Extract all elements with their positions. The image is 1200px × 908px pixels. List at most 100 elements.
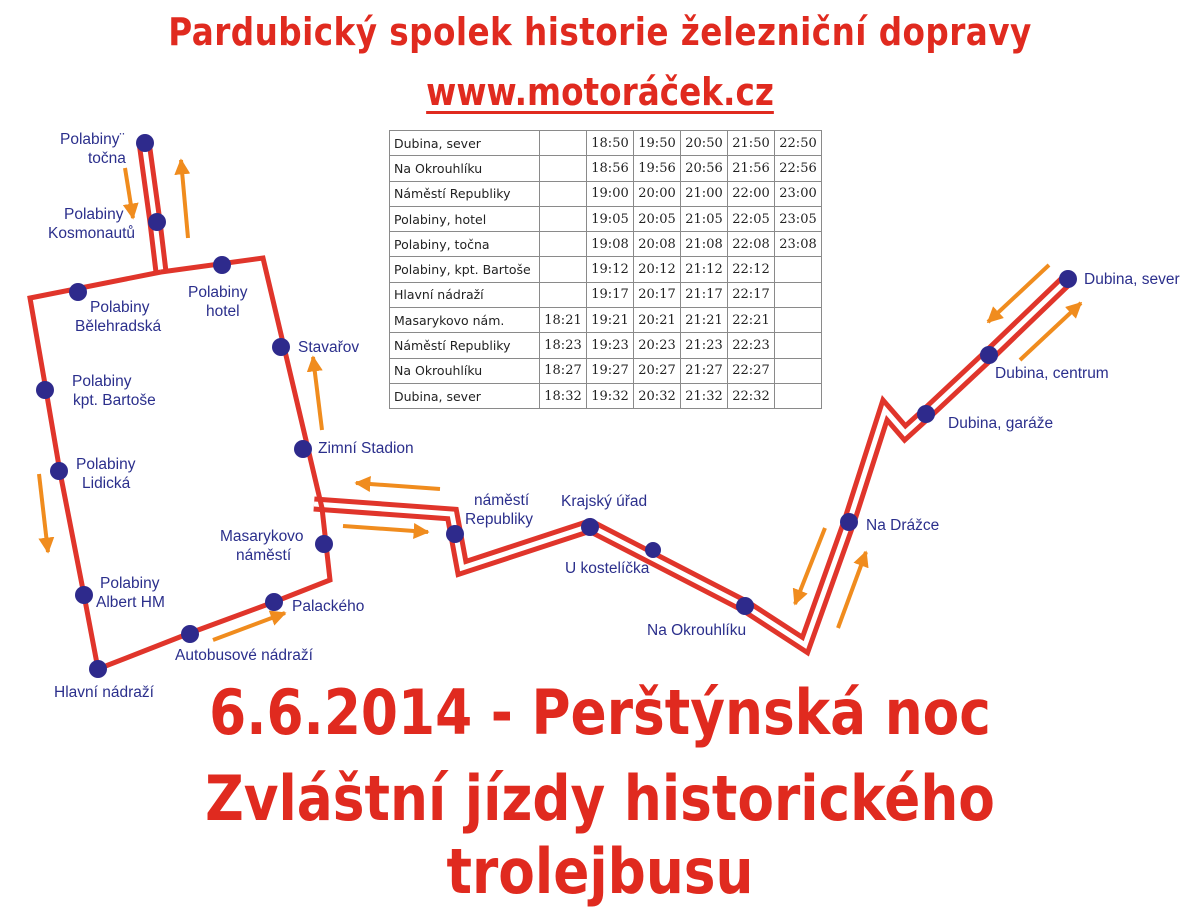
timetable-time-cell: 19:21: [586, 307, 634, 334]
arrow-icon: [174, 158, 191, 239]
arrow-icon: [306, 355, 324, 431]
organization-title: Pardubický spolek historie železniční do…: [168, 10, 1032, 54]
stop-marker: [69, 283, 87, 301]
timetable-stop-cell: Masarykovo nám.: [389, 307, 540, 334]
timetable-time-cell: 19:23: [586, 332, 634, 359]
timetable-time-cell: 21:12: [680, 256, 728, 283]
route-single-line: [27, 255, 333, 673]
timetable-row: Na Okrouhlíku 18:56 19:56 20:56 21:56 22:56: [389, 155, 822, 182]
stop-marker: [645, 542, 661, 558]
arrow-icon: [836, 550, 869, 629]
timetable-time-cell: 18:27: [539, 357, 587, 384]
stop-marker: [148, 213, 166, 231]
timetable-time-cell: 20:50: [680, 129, 728, 157]
timetable-time-cell: 21:08: [680, 231, 728, 258]
stop-label-polabiny-kosmonautu: Polabiny Kosmonautů: [48, 206, 135, 242]
timetable: Dubina, sever 18:50 19:50 20:50 21:50 22:50 Na…: [389, 129, 822, 410]
timetable-time-cell: 23:05: [774, 205, 822, 233]
timetable-time-cell: [774, 382, 822, 410]
timetable-stop-cell: Hlavní nádraží: [389, 281, 540, 309]
timetable-row: Polabiny, točna 19:08 20:08 21:08 22:08 23:08: [389, 231, 822, 258]
stop-label-polabiny-tocna: Polabiny¨ točna: [60, 131, 126, 167]
website-link[interactable]: www.motoráček.cz: [426, 70, 774, 114]
website-link-wrapper: www.motoráček.cz: [84, 70, 1116, 114]
timetable-time-cell: 22:27: [727, 357, 775, 384]
stop-marker: [265, 593, 283, 611]
timetable-time-cell: 22:00: [727, 180, 775, 207]
timetable-time-cell: 20:05: [633, 205, 681, 233]
timetable-stop-cell: Na Okrouhlíku: [389, 155, 540, 182]
arrow-icon: [342, 523, 430, 539]
timetable-time-cell: 21:00: [680, 180, 728, 207]
timetable-row: Náměstí Republiky 19:00 20:00 21:00 22:00 23:…: [389, 180, 822, 207]
timetable-time-cell: 21:05: [680, 205, 728, 233]
timetable-time-cell: 20:23: [633, 332, 681, 359]
timetable-stop-cell: Polabiny, hotel: [389, 205, 540, 233]
timetable-time-cell: 18:21: [539, 307, 587, 334]
timetable-row: Dubina, sever 18:32 19:32 20:32 21:32 22:32: [389, 382, 822, 410]
stop-marker: [917, 405, 935, 423]
timetable-time-cell: 21:21: [680, 307, 728, 334]
timetable-time-cell: 18:23: [539, 332, 587, 359]
timetable-time-cell: 19:50: [633, 129, 681, 157]
stop-markers: [36, 134, 1077, 678]
timetable-time-cell: 21:27: [680, 357, 728, 384]
stop-marker: [294, 440, 312, 458]
timetable-row: Náměstí Republiky 18:23 19:23 20:23 21:23 22:…: [389, 332, 822, 359]
timetable-row: Masarykovo nám. 18:21 19:21 20:21 21:21 22:21: [389, 307, 822, 334]
timetable-stop-cell: Náměstí Republiky: [389, 332, 540, 359]
stop-label-namesti-republiky: náměstí Republiky: [465, 492, 533, 528]
stop-marker: [736, 597, 754, 615]
timetable-row: Polabiny, hotel 19:05 20:05 21:05 22:05 23:05: [389, 205, 822, 233]
timetable-time-cell: 22:50: [774, 129, 822, 157]
timetable-time-cell: [539, 129, 587, 157]
timetable-time-cell: 19:08: [586, 231, 634, 258]
timetable-time-cell: 22:08: [727, 231, 775, 258]
stop-label-na-drazce: Na Drážce: [866, 517, 939, 534]
timetable-time-cell: [774, 307, 822, 334]
stop-label-polabiny-lidicka: Polabiny Lidická: [76, 456, 136, 492]
timetable-time-cell: [539, 231, 587, 258]
timetable-row: Hlavní nádraží 19:17 20:17 21:17 22:17: [389, 281, 822, 309]
stop-label-dubina-centrum: Dubina, centrum: [995, 365, 1109, 382]
stop-marker: [446, 525, 464, 543]
event-title: 6.6.2014 - Perštýnská noc: [209, 676, 991, 749]
timetable-row: Na Okrouhlíku 18:27 19:27 20:27 21:27 22:27: [389, 357, 822, 384]
timetable-time-cell: 20:08: [633, 231, 681, 258]
stop-marker: [75, 586, 93, 604]
event-subtitle: Zvláštní jízdy historického trolejbusu: [205, 762, 995, 908]
stop-marker: [315, 535, 333, 553]
timetable-time-cell: [774, 281, 822, 309]
timetable-time-cell: [774, 332, 822, 359]
stop-label-stavarov: Stavařov: [298, 339, 359, 356]
timetable-time-cell: 20:17: [633, 281, 681, 309]
timetable-stop-cell: Polabiny, kpt. Bartoše: [389, 256, 540, 283]
stop-label-dubina-sever: Dubina, sever: [1084, 271, 1180, 288]
stop-marker: [980, 346, 998, 364]
timetable-stop-cell: Polabiny, točna: [389, 231, 540, 258]
timetable-time-cell: [539, 281, 587, 309]
timetable-time-cell: [539, 205, 587, 233]
arrow-icon: [354, 476, 441, 493]
timetable-body: Dubina, sever 18:50 19:50 20:50 21:50 22:50 Na…: [389, 129, 822, 410]
stop-marker: [213, 256, 231, 274]
arrow-icon: [792, 527, 827, 606]
timetable-time-cell: 22:17: [727, 281, 775, 309]
arrow-icon: [986, 263, 1051, 324]
timetable-time-cell: 19:00: [586, 180, 634, 207]
stop-marker: [36, 381, 54, 399]
timetable-time-cell: 23:00: [774, 180, 822, 207]
timetable-time-cell: 18:56: [586, 155, 634, 182]
arrow-icon: [122, 167, 139, 220]
stop-label-autobusove-nadrazi: Autobusové nádraží: [175, 647, 314, 664]
timetable-time-cell: 21:23: [680, 332, 728, 359]
arrow-icon: [212, 610, 287, 642]
stop-marker: [840, 513, 858, 531]
timetable-time-cell: 20:56: [680, 155, 728, 182]
arrow-icon: [37, 473, 55, 554]
timetable-time-cell: 19:05: [586, 205, 634, 233]
timetable-stop-cell: Dubina, sever: [389, 129, 540, 157]
timetable-stop-cell: Dubina, sever: [389, 382, 540, 410]
timetable-time-cell: 22:05: [727, 205, 775, 233]
stop-label-krajsky-urad: Krajský úřad: [561, 493, 647, 510]
